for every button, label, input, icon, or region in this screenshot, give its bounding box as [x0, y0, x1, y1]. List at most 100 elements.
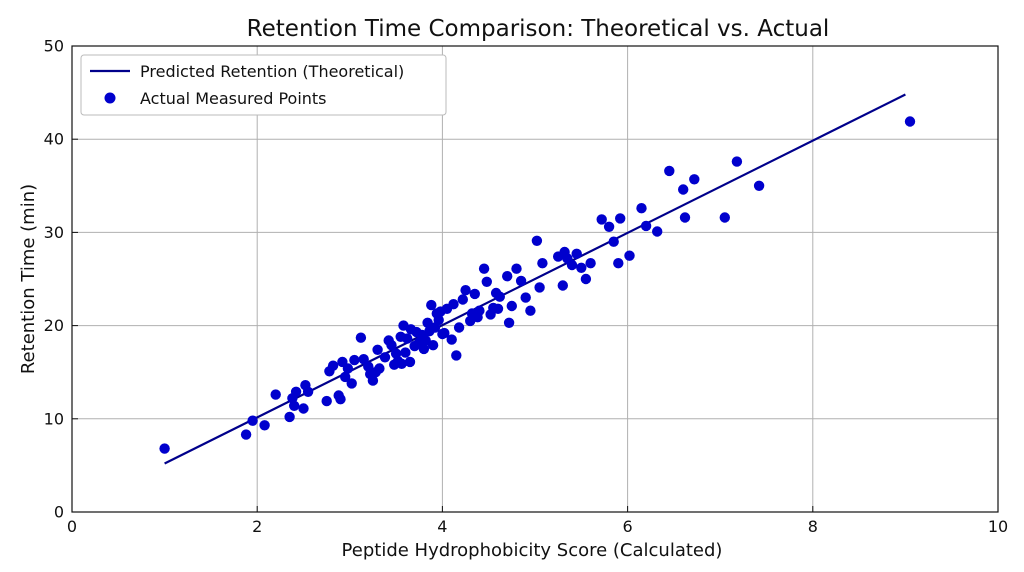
actual-measured-point — [624, 250, 635, 261]
actual-measured-point — [346, 378, 357, 389]
actual-measured-point — [502, 271, 513, 282]
legend-label-predicted: Predicted Retention (Theoretical) — [140, 62, 404, 81]
actual-measured-point — [571, 248, 582, 259]
plot-area-frame — [71, 45, 999, 513]
actual-measured-point — [439, 327, 450, 339]
legend-box — [80, 54, 447, 116]
actual-measured-point — [284, 411, 295, 423]
actual-measured-point — [613, 258, 624, 269]
actual-measured-point — [580, 273, 592, 285]
actual-measured-point — [426, 299, 437, 311]
actual-measured-point — [247, 415, 258, 426]
actual-measured-point — [576, 262, 587, 273]
actual-measured-point — [719, 212, 730, 223]
actual-measured-point — [427, 340, 439, 351]
actual-measured-point — [270, 389, 281, 400]
actual-measured-point — [358, 354, 369, 365]
actual-measured-point — [355, 332, 367, 343]
y-tick-label: 10 — [44, 409, 64, 428]
actual-measured-point — [240, 429, 252, 440]
actual-measured-point — [652, 226, 663, 237]
actual-measured-point — [335, 394, 346, 405]
actual-measured-point — [433, 314, 444, 326]
y-tick-label: 40 — [44, 130, 64, 149]
actual-measured-point — [731, 156, 743, 167]
actual-measured-point — [453, 322, 465, 333]
x-tick-label: 4 — [437, 517, 447, 536]
actual-measured-point — [525, 305, 536, 316]
actual-measured-point — [159, 443, 170, 454]
actual-measured-point — [537, 258, 548, 269]
actual-measured-point — [481, 276, 492, 287]
actual-measured-point — [402, 333, 413, 344]
actual-measured-point — [327, 360, 339, 371]
actual-measured-point — [342, 363, 354, 374]
actual-measured-point — [446, 334, 457, 345]
actual-measured-point — [321, 395, 332, 407]
actual-measured-point — [374, 363, 385, 374]
chart-title: Retention Time Comparison: Theoretical v… — [247, 16, 830, 42]
actual-measured-point — [460, 285, 471, 296]
actual-measured-point — [566, 259, 578, 271]
actual-measured-point — [534, 282, 545, 293]
actual-measured-point — [474, 305, 485, 316]
actual-measured-point — [608, 236, 619, 247]
actual-measured-point — [515, 275, 527, 287]
actual-measured-point — [420, 335, 431, 346]
actual-measured-point — [259, 420, 270, 431]
actual-measured-point — [557, 280, 568, 291]
actual-measured-point — [448, 299, 459, 310]
actual-measured-point — [640, 220, 652, 232]
actual-measured-point — [367, 375, 379, 386]
x-axis-label: Peptide Hydrophobicity Score (Calculated… — [342, 540, 723, 561]
actual-measured-point — [520, 292, 531, 303]
actual-measured-point — [340, 371, 351, 383]
actual-measured-point — [290, 386, 302, 397]
data-series — [159, 93, 916, 465]
actual-measured-point — [418, 343, 430, 355]
actual-measured-point — [492, 303, 504, 314]
actual-measured-point — [689, 174, 700, 185]
actual-measured-point — [904, 116, 916, 127]
actual-measured-point — [753, 180, 765, 191]
actual-measured-point — [506, 300, 517, 312]
y-axis-label: Retention Time (min) — [18, 184, 39, 374]
actual-measured-point — [679, 212, 691, 223]
actual-measured-point — [636, 203, 647, 214]
actual-measured-point — [585, 258, 596, 269]
actual-measured-point — [400, 347, 411, 358]
legend-marker-swatch — [104, 92, 116, 104]
x-tick-label: 10 — [988, 517, 1008, 536]
actual-measured-point — [396, 358, 407, 369]
actual-measured-point — [678, 184, 689, 195]
actual-measured-point — [511, 263, 522, 274]
actual-measured-point — [531, 235, 543, 246]
actual-measured-point — [404, 356, 416, 368]
axis-ticks: 0 2 4 6 8 10 0 10 20 30 40 50 — [44, 37, 1009, 537]
actual-measured-point — [289, 400, 300, 411]
actual-measured-point — [298, 403, 309, 414]
actual-measured-point — [386, 340, 397, 351]
actual-measured-point — [664, 165, 675, 177]
y-tick-label: 20 — [44, 316, 64, 335]
legend: Predicted Retention (Theoretical) Actual… — [80, 54, 447, 116]
y-tick-label: 30 — [44, 223, 64, 242]
y-tick-label: 0 — [54, 503, 64, 522]
actual-measured-point — [596, 214, 607, 225]
actual-measured-point — [603, 221, 615, 232]
y-tick-label: 50 — [44, 37, 64, 56]
actual-measured-point — [503, 317, 515, 328]
x-tick-label: 6 — [623, 517, 633, 536]
actual-measured-point — [615, 213, 626, 224]
x-tick-label: 2 — [252, 517, 262, 536]
actual-measured-point — [478, 263, 490, 274]
actual-measured-point — [451, 350, 462, 361]
predicted-retention-line — [164, 93, 906, 465]
actual-measured-point — [469, 288, 480, 300]
actual-measured-point — [302, 386, 314, 397]
actual-measured-point — [379, 352, 391, 363]
actual-measured-point — [422, 317, 433, 328]
actual-measured-point — [457, 294, 468, 305]
grid-lines — [72, 46, 998, 512]
